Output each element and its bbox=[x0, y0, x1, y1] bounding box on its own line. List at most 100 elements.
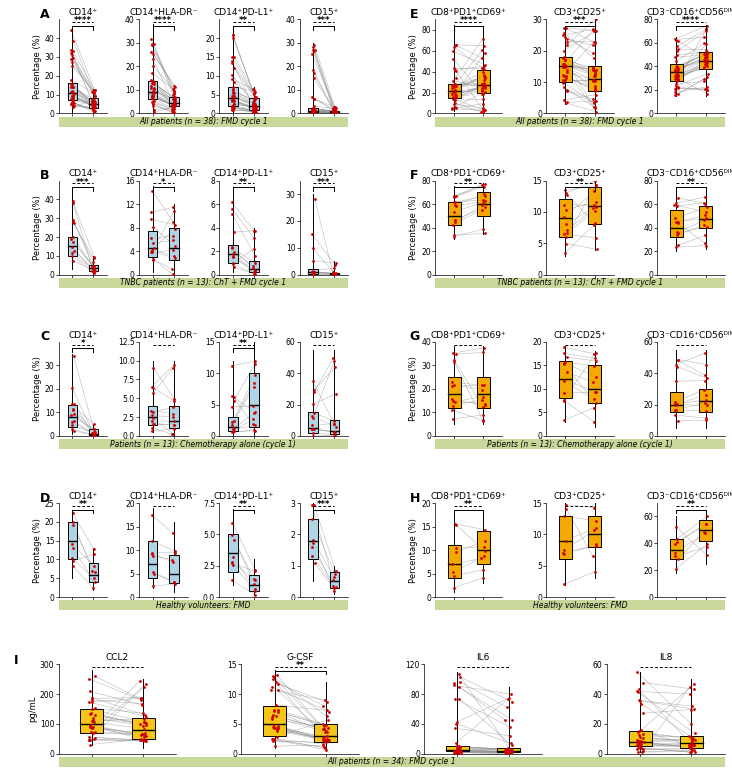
Point bbox=[688, 703, 700, 715]
Point bbox=[449, 97, 460, 110]
Point bbox=[454, 741, 466, 754]
Point bbox=[689, 727, 701, 740]
Point bbox=[320, 719, 332, 731]
Point bbox=[320, 734, 332, 746]
Point bbox=[701, 48, 712, 60]
Point bbox=[226, 68, 238, 80]
Point bbox=[84, 719, 96, 731]
Point bbox=[561, 85, 572, 97]
Point bbox=[447, 86, 459, 98]
Point bbox=[306, 105, 318, 117]
Bar bbox=[250, 98, 259, 110]
Point bbox=[589, 219, 600, 231]
Point bbox=[247, 104, 259, 116]
Point bbox=[448, 230, 460, 243]
Point bbox=[228, 95, 239, 107]
Point bbox=[83, 734, 95, 746]
Point bbox=[148, 93, 160, 105]
Text: **: ** bbox=[464, 178, 474, 186]
Point bbox=[146, 409, 158, 421]
Point bbox=[67, 408, 79, 421]
Point bbox=[307, 430, 319, 442]
Point bbox=[477, 393, 488, 406]
Point bbox=[67, 542, 78, 554]
Title: CD15⁺: CD15⁺ bbox=[309, 9, 338, 17]
Point bbox=[308, 93, 320, 105]
Point bbox=[248, 424, 260, 436]
Point bbox=[146, 87, 158, 100]
Title: CD3⁻CD16⁺CD56ᴰᴵᴹ: CD3⁻CD16⁺CD56ᴰᴵᴹ bbox=[647, 331, 732, 339]
Point bbox=[248, 105, 260, 117]
Point bbox=[500, 745, 512, 758]
Point bbox=[476, 552, 488, 564]
Point bbox=[684, 746, 696, 758]
Bar bbox=[670, 210, 683, 237]
Point bbox=[449, 737, 461, 749]
Point bbox=[700, 389, 712, 401]
Point bbox=[701, 51, 712, 63]
Point bbox=[307, 268, 319, 281]
Point bbox=[559, 356, 571, 369]
Point bbox=[167, 93, 179, 105]
Point bbox=[558, 386, 569, 399]
Point bbox=[449, 71, 461, 83]
Point bbox=[308, 100, 320, 112]
Point bbox=[560, 534, 572, 547]
Point bbox=[587, 376, 599, 389]
Point bbox=[477, 572, 488, 584]
Point bbox=[671, 68, 682, 80]
Point bbox=[148, 94, 160, 107]
Point bbox=[169, 223, 181, 235]
Point bbox=[89, 427, 100, 440]
Point bbox=[479, 80, 490, 92]
Point bbox=[477, 414, 488, 426]
Point bbox=[638, 736, 649, 748]
Point bbox=[504, 721, 516, 734]
Point bbox=[560, 22, 572, 35]
Point bbox=[669, 32, 681, 45]
Point bbox=[226, 241, 238, 254]
Point bbox=[134, 718, 146, 730]
Point bbox=[670, 521, 681, 533]
Text: A: A bbox=[40, 8, 50, 21]
Point bbox=[89, 427, 100, 440]
Point bbox=[307, 266, 318, 278]
Point bbox=[247, 99, 259, 111]
Point bbox=[590, 231, 602, 243]
Point bbox=[701, 240, 712, 252]
Point bbox=[228, 558, 239, 570]
Point bbox=[88, 94, 100, 106]
Point bbox=[589, 416, 600, 428]
Point bbox=[65, 97, 77, 110]
Point bbox=[271, 699, 283, 711]
Point bbox=[86, 86, 98, 98]
Point bbox=[324, 705, 335, 717]
Point bbox=[247, 105, 259, 117]
Point bbox=[139, 734, 151, 746]
Bar bbox=[447, 202, 460, 225]
Point bbox=[169, 547, 181, 559]
Point bbox=[148, 362, 160, 374]
Point bbox=[268, 722, 280, 734]
Point bbox=[84, 719, 96, 731]
Point bbox=[669, 404, 681, 417]
Point bbox=[506, 739, 518, 751]
Point bbox=[146, 39, 157, 52]
Point bbox=[505, 744, 517, 756]
Point bbox=[228, 76, 239, 88]
Point bbox=[669, 409, 681, 421]
Point bbox=[250, 104, 261, 117]
Point bbox=[453, 744, 465, 757]
Point bbox=[701, 47, 713, 60]
Point bbox=[701, 372, 712, 384]
Y-axis label: Percentage (%): Percentage (%) bbox=[33, 34, 42, 99]
Point bbox=[67, 45, 79, 57]
Point bbox=[559, 341, 570, 353]
Point bbox=[506, 746, 518, 758]
Point bbox=[589, 386, 601, 398]
Point bbox=[327, 106, 339, 118]
Point bbox=[501, 744, 512, 756]
Point bbox=[227, 73, 239, 85]
Point bbox=[501, 744, 513, 756]
Point bbox=[248, 102, 260, 114]
